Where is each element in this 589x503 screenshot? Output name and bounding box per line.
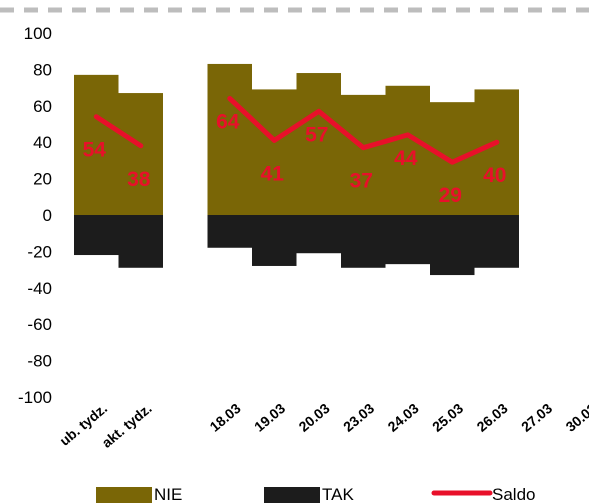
tak-bar xyxy=(296,215,341,254)
saldo-data-label: 37 xyxy=(350,170,373,193)
nie-series xyxy=(74,63,519,215)
x-tick-label: 20.03 xyxy=(296,400,333,435)
nie-bar xyxy=(74,74,119,215)
x-tick-label: 18.03 xyxy=(207,400,244,435)
legend-label-tak: TAK xyxy=(322,485,354,503)
saldo-line-segment xyxy=(93,114,144,149)
tak-bar xyxy=(207,215,252,248)
x-tick-label: akt. tydz. xyxy=(99,400,155,451)
tak-bar xyxy=(252,215,297,266)
nie-bar xyxy=(207,63,252,215)
tak-bar xyxy=(74,215,119,256)
y-tick-label: 60 xyxy=(33,97,52,116)
nie-bar xyxy=(385,85,430,215)
y-tick-label: 0 xyxy=(43,206,52,225)
legend: NIE TAK Saldo xyxy=(96,485,535,503)
y-axis-ticks: 100 80 60 40 20 0 -20 -40 -60 -80 -100 xyxy=(18,24,52,407)
y-tick-label: 20 xyxy=(33,170,52,189)
y-tick-label: -100 xyxy=(18,388,52,407)
x-tick-label: 26.03 xyxy=(474,400,511,435)
saldo-data-label: 64 xyxy=(216,111,240,134)
nie-bar xyxy=(252,89,297,215)
tak-bar xyxy=(118,215,163,268)
saldo-data-label: 29 xyxy=(439,184,462,207)
tak-series xyxy=(74,215,519,276)
y-tick-label: 80 xyxy=(33,60,52,79)
legend-label-saldo: Saldo xyxy=(492,485,535,503)
legend-swatch-nie xyxy=(96,487,152,503)
data-labels: 54 38 64 41 57 37 44 29 40 xyxy=(83,111,507,208)
nie-bar xyxy=(341,94,386,215)
x-tick-label: 23.03 xyxy=(340,400,377,435)
saldo-data-label: 54 xyxy=(83,139,107,162)
x-tick-label: 25.03 xyxy=(429,400,466,435)
x-tick-label: 27.03 xyxy=(518,400,555,435)
saldo-series xyxy=(93,96,500,165)
y-tick-label: -60 xyxy=(27,315,52,334)
nie-bar xyxy=(118,93,163,215)
y-tick-label: 100 xyxy=(24,24,52,43)
nie-bar xyxy=(430,102,475,215)
tak-bar xyxy=(385,215,430,265)
tak-bar xyxy=(474,215,519,268)
x-tick-label: 24.03 xyxy=(385,400,422,435)
y-tick-label: -80 xyxy=(27,352,52,371)
saldo-data-label: 41 xyxy=(261,162,285,185)
legend-label-nie: NIE xyxy=(154,485,182,503)
saldo-data-label: 57 xyxy=(305,123,328,146)
y-tick-label: -20 xyxy=(27,242,52,261)
y-tick-label: 40 xyxy=(33,133,52,152)
tak-bar xyxy=(341,215,386,268)
tak-bar xyxy=(430,215,475,276)
saldo-line-segment xyxy=(227,96,500,165)
nie-bar xyxy=(474,89,519,215)
x-axis-ticks: ub. tydz.akt. tydz. 18.03 19.03 20.03 23.03 2… xyxy=(56,400,589,451)
nie-bar xyxy=(296,73,341,215)
saldo-data-label: 40 xyxy=(483,164,506,187)
saldo-data-label: 44 xyxy=(394,147,418,170)
saldo-data-label: 38 xyxy=(127,168,151,191)
x-tick-label: 19.03 xyxy=(251,400,288,435)
x-tick-label: 30.03 xyxy=(563,400,589,435)
y-tick-label: -40 xyxy=(27,279,52,298)
legend-swatch-tak xyxy=(264,487,320,503)
